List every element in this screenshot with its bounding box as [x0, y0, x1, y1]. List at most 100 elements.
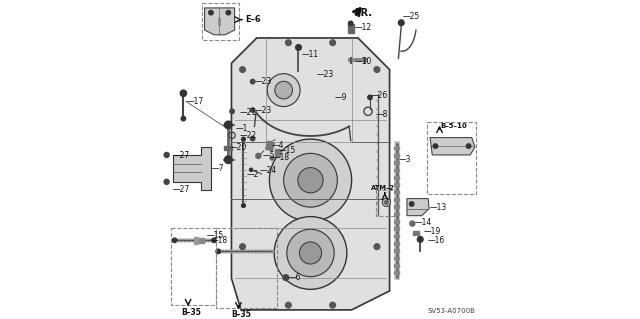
- Circle shape: [287, 229, 334, 277]
- Circle shape: [172, 238, 177, 242]
- Circle shape: [467, 144, 471, 148]
- Circle shape: [240, 67, 245, 72]
- Text: —11: —11: [302, 50, 319, 59]
- Polygon shape: [407, 199, 429, 216]
- Circle shape: [275, 81, 292, 99]
- Circle shape: [209, 11, 213, 15]
- Circle shape: [250, 79, 255, 84]
- Circle shape: [181, 116, 186, 121]
- Circle shape: [267, 74, 300, 107]
- Text: —3: —3: [399, 155, 412, 164]
- Bar: [394, 264, 399, 267]
- Bar: [394, 161, 399, 164]
- Text: —27: —27: [172, 151, 189, 160]
- Text: B–35: B–35: [232, 309, 252, 318]
- Bar: [266, 141, 275, 151]
- Bar: [275, 149, 280, 156]
- Bar: [198, 238, 204, 243]
- Circle shape: [225, 121, 232, 129]
- Bar: [394, 227, 399, 230]
- Bar: [223, 145, 232, 150]
- Bar: [413, 231, 419, 235]
- Text: —21: —21: [239, 108, 257, 117]
- Bar: [394, 212, 399, 215]
- Text: —24: —24: [259, 166, 276, 174]
- Bar: [394, 271, 399, 274]
- Circle shape: [256, 153, 261, 159]
- Text: —2: —2: [246, 170, 259, 179]
- Bar: [394, 176, 399, 179]
- Bar: [394, 205, 399, 208]
- Text: —5: —5: [262, 152, 275, 160]
- Bar: [394, 183, 399, 186]
- Text: ATM–2: ATM–2: [371, 185, 395, 191]
- Circle shape: [285, 40, 291, 46]
- Text: —25: —25: [402, 12, 419, 21]
- Text: —8: —8: [376, 110, 388, 119]
- Text: B–35: B–35: [182, 308, 202, 317]
- Bar: [394, 242, 399, 245]
- Text: —10: —10: [354, 57, 371, 66]
- Circle shape: [212, 238, 216, 242]
- Circle shape: [283, 275, 289, 280]
- Text: —14: —14: [414, 219, 431, 227]
- Circle shape: [399, 20, 404, 26]
- Text: —23: —23: [254, 77, 271, 86]
- Bar: [194, 237, 198, 244]
- Text: E–6: E–6: [245, 15, 261, 24]
- Circle shape: [240, 244, 245, 249]
- Circle shape: [216, 249, 220, 254]
- Circle shape: [368, 95, 372, 100]
- Circle shape: [230, 109, 234, 114]
- Bar: [394, 168, 399, 171]
- Circle shape: [330, 302, 335, 308]
- Circle shape: [270, 156, 274, 160]
- Circle shape: [250, 108, 255, 112]
- Text: —26: —26: [371, 91, 388, 100]
- Text: —1: —1: [236, 124, 248, 133]
- Circle shape: [385, 200, 388, 204]
- Polygon shape: [205, 8, 235, 35]
- Text: —18: —18: [273, 153, 290, 162]
- Circle shape: [226, 11, 230, 15]
- Circle shape: [330, 40, 335, 46]
- Text: —23: —23: [254, 106, 271, 115]
- Text: —22: —22: [239, 131, 257, 140]
- Circle shape: [410, 202, 414, 206]
- Circle shape: [241, 204, 245, 207]
- Bar: [394, 154, 399, 157]
- Circle shape: [164, 152, 169, 158]
- Text: FR.: FR.: [354, 8, 372, 18]
- Circle shape: [285, 302, 291, 308]
- Circle shape: [269, 139, 351, 221]
- Circle shape: [250, 136, 255, 141]
- Text: —17: —17: [186, 97, 204, 106]
- Circle shape: [296, 45, 301, 50]
- Circle shape: [382, 198, 390, 206]
- Circle shape: [241, 137, 245, 141]
- Circle shape: [164, 179, 169, 184]
- Text: —15: —15: [206, 231, 223, 240]
- Text: —18: —18: [211, 236, 228, 245]
- Polygon shape: [173, 147, 211, 190]
- Bar: [394, 249, 399, 252]
- Circle shape: [410, 221, 415, 226]
- Text: —7: —7: [212, 164, 225, 173]
- Bar: [216, 228, 277, 308]
- Text: —9: —9: [334, 93, 347, 101]
- Polygon shape: [430, 137, 475, 155]
- Text: —12: —12: [354, 23, 371, 32]
- Text: —4: —4: [272, 141, 284, 150]
- Bar: [394, 234, 399, 237]
- Bar: [427, 122, 476, 195]
- Circle shape: [417, 236, 423, 242]
- Bar: [394, 198, 399, 201]
- Text: —16: —16: [428, 236, 445, 245]
- Text: —15: —15: [279, 146, 296, 155]
- Text: —19: —19: [424, 227, 441, 236]
- Circle shape: [225, 156, 232, 163]
- Circle shape: [274, 217, 347, 289]
- Text: —13: —13: [430, 203, 447, 211]
- Bar: [394, 146, 399, 149]
- Polygon shape: [232, 38, 390, 310]
